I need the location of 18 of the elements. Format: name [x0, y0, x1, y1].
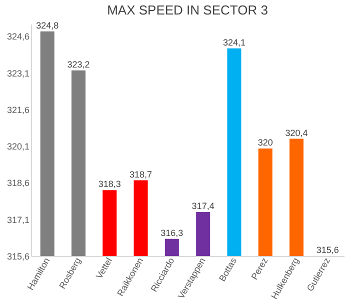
- data-label: 320: [258, 138, 273, 148]
- y-tick-label: 318,6: [6, 178, 30, 188]
- y-tick-label: 317,1: [6, 214, 30, 225]
- y-tick-label: 323,1: [6, 68, 30, 78]
- data-label: 324,8: [36, 20, 59, 30]
- data-label: 318,7: [130, 169, 152, 180]
- data-label: 315,6: [316, 245, 339, 255]
- y-tick-label: 321,6: [6, 104, 30, 115]
- chart-title: MAX SPEED IN SECTOR 3: [107, 2, 268, 18]
- data-label: 320,4: [285, 128, 308, 138]
- data-label: 318,3: [98, 179, 121, 190]
- y-tick-label: 324,6: [6, 32, 30, 42]
- data-label: 323,2: [67, 59, 90, 70]
- data-label: 324,1: [222, 37, 246, 48]
- data-label: 316,3: [160, 228, 184, 238]
- data-label: 317,4: [192, 201, 214, 212]
- y-tick-label: 315,6: [6, 252, 30, 262]
- y-tick-label: 320,1: [6, 142, 30, 152]
